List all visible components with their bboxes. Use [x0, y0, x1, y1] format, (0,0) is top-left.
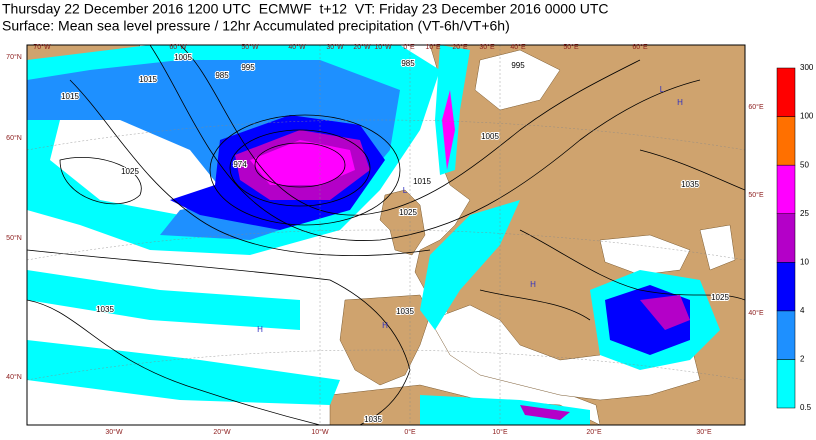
latitude-label: 70°N: [6, 53, 22, 61]
isobars: [27, 45, 745, 425]
latitude-label: 50°E: [748, 191, 764, 199]
legend-label: 25: [800, 209, 809, 218]
isobar-label: 1035: [96, 305, 114, 314]
header-line: Thursday 22 December 2016 1200 UTC ECMWF…: [2, 1, 609, 17]
precipitation: [27, 45, 720, 425]
isobar-label: 995: [511, 61, 525, 70]
isobar-label: 1015: [413, 177, 431, 186]
pressure-center: L: [403, 186, 408, 195]
isobar-label: 974: [233, 160, 247, 169]
legend-label: 2: [800, 355, 805, 364]
longitude-label: 60°E: [632, 43, 648, 51]
pressure-center: H: [382, 321, 388, 330]
longitude-label: 30°W: [326, 43, 344, 51]
latitude-label: 40°E: [748, 309, 764, 317]
pressure-center: L: [660, 85, 665, 94]
legend-label: 4: [800, 306, 805, 315]
legend-swatch: [776, 67, 796, 117]
longitude-label: 50°E: [563, 43, 579, 51]
longitude-label: 50°W: [241, 43, 259, 51]
longitude-label: 20°E: [452, 43, 468, 51]
longitude-label: 0°E: [404, 428, 416, 436]
isobar-label: 1035: [364, 415, 382, 424]
longitude-label: 40°W: [288, 43, 306, 51]
longitude-label: 10°W: [374, 43, 392, 51]
legend-label: 10: [800, 257, 809, 266]
longitude-label: 30°E: [479, 43, 495, 51]
legend-swatch: [776, 116, 796, 166]
legend-label: 300: [800, 63, 814, 72]
isobar-label: 1015: [61, 92, 79, 101]
legend-swatch: [776, 213, 796, 263]
longitude-label: 40°E: [510, 43, 526, 51]
legend-label: 50: [800, 160, 809, 169]
pressure-center: H: [530, 280, 536, 289]
latitude-label: 40°N: [6, 373, 22, 381]
longitude-label: 30°E: [696, 428, 712, 436]
legend-swatch: [776, 262, 796, 312]
latitude-label: 60°E: [748, 103, 764, 111]
longitude-label: 60°W: [169, 43, 187, 51]
pressure-center: H: [257, 325, 263, 334]
latitude-label: 50°N: [6, 234, 22, 242]
isobar-label: 1015: [139, 75, 157, 84]
longitude-label: 10°E: [425, 43, 441, 51]
header-line: Surface: Mean sea level pressure / 12hr …: [2, 18, 510, 34]
longitude-label: 10°E: [492, 428, 508, 436]
latitude-label: 60°N: [6, 134, 22, 142]
longitude-label: 70°W: [33, 43, 51, 51]
pressure-center: H: [677, 98, 683, 107]
longitude-label: 20°W: [353, 43, 371, 51]
legend-swatch: [776, 310, 796, 360]
isobar-label: 1005: [481, 132, 499, 141]
longitude-label: 0°E: [403, 43, 415, 51]
isobar-label: 1025: [711, 293, 729, 302]
legend: 0.5 2 4 10 25 50 100 300: [776, 63, 814, 412]
legend-label: 0.5: [800, 403, 812, 412]
isobar-label: 1005: [174, 53, 192, 62]
legend-swatch: [776, 359, 796, 409]
map: [27, 45, 745, 425]
isobar-label: 995: [241, 63, 255, 72]
longitude-label: 30°W: [105, 428, 123, 436]
isobar-label: 1035: [681, 180, 699, 189]
isobar-label: 1025: [399, 208, 417, 217]
isobar-label: 985: [215, 71, 229, 80]
longitude-label: 20°E: [586, 428, 602, 436]
legend-swatch: [776, 164, 796, 214]
legend-label: 100: [800, 112, 814, 121]
isobar-label: 1035: [396, 307, 414, 316]
isobar-label: 1025: [121, 167, 139, 176]
isobar-label: 985: [401, 59, 415, 68]
longitude-label: 10°W: [311, 428, 329, 436]
longitude-label: 20°W: [213, 428, 231, 436]
